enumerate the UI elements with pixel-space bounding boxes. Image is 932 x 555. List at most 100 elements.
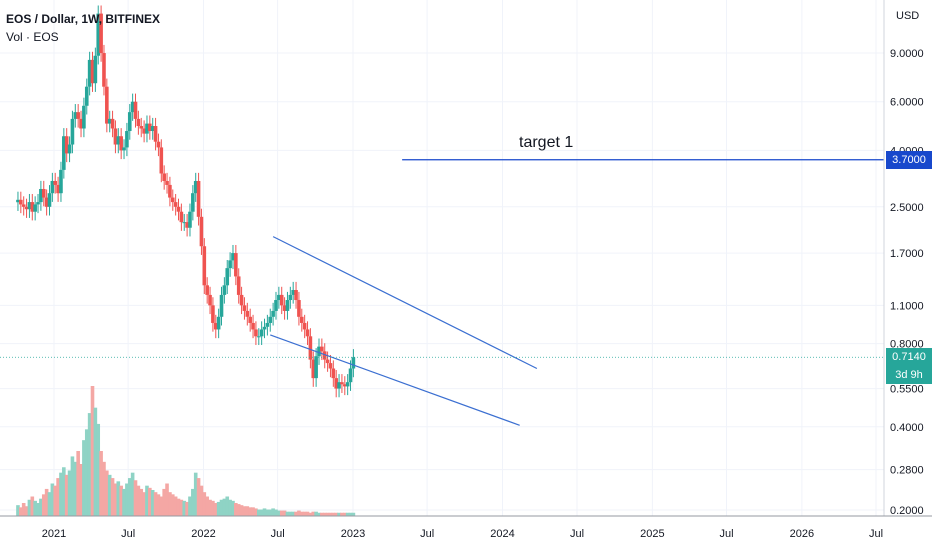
volume-bar [305, 511, 310, 516]
volume-bar [56, 478, 60, 516]
x-tick-label: Jul [121, 528, 135, 540]
candle-body [320, 346, 324, 352]
candle-body [239, 294, 244, 306]
candle-body [59, 169, 63, 194]
volume-bar [234, 503, 238, 516]
y-tick-label: 9.0000 [890, 48, 924, 60]
candle-body [213, 322, 218, 330]
volume-bar [110, 478, 115, 516]
candle-body [182, 222, 187, 224]
volume-bar [44, 488, 49, 516]
candle-body [259, 329, 264, 337]
candle-body [176, 206, 181, 212]
candle-body [208, 294, 212, 306]
candle-body [16, 199, 20, 203]
volume-bar [228, 499, 232, 516]
volume-bar [179, 499, 184, 516]
candle-body [93, 55, 98, 84]
volume-bar [148, 487, 152, 516]
candle-body [222, 285, 227, 295]
candle-body [47, 193, 52, 207]
volume-bar [33, 500, 37, 516]
volume-bar [62, 467, 66, 516]
volume-bar [30, 496, 35, 516]
candle-body [148, 123, 152, 132]
y-tick-label: 1.1000 [890, 300, 924, 312]
volume-bar [36, 503, 40, 516]
volume-bar [251, 507, 255, 516]
candle-body [130, 101, 135, 113]
candle-body [39, 188, 43, 203]
volume-bar [76, 451, 80, 516]
candle-body [33, 204, 37, 212]
volume-bar [185, 501, 189, 516]
candle-body [234, 253, 238, 277]
candle-body [116, 136, 121, 145]
candle-body [225, 268, 230, 286]
candle-body [70, 118, 75, 145]
candle-body [340, 382, 344, 385]
candle-body [262, 326, 267, 330]
volume-bar [345, 512, 350, 516]
volume-bar [127, 478, 132, 516]
candle-body [67, 144, 72, 154]
volume-bar [288, 511, 293, 516]
last-price-value: 0.7140 [892, 351, 926, 364]
candle-body [173, 202, 178, 207]
candle-body [348, 368, 353, 383]
volume-bar [216, 501, 221, 516]
candle-body [156, 141, 161, 148]
volume-bar [173, 496, 178, 516]
candle-body [265, 322, 270, 327]
volume-bar [334, 512, 338, 516]
volume-bar [142, 492, 146, 516]
candle-body [36, 202, 40, 205]
candle-body [107, 118, 112, 124]
volume-bar [168, 492, 172, 516]
volume-bar [159, 496, 164, 516]
last-price-tag: 0.7140 3d 9h [886, 348, 932, 385]
volume-bar [202, 492, 207, 516]
candle-body [328, 363, 333, 369]
volume-bar [59, 472, 63, 516]
candle-body [337, 382, 341, 389]
volume-bar [93, 407, 98, 516]
volume-bar [320, 512, 324, 516]
candle-body [308, 336, 313, 360]
symbol-title: EOS / Dollar, 1W, BITFINEX [6, 12, 161, 26]
volume-bar [107, 474, 112, 516]
candle-body [256, 336, 261, 338]
x-tick-label: Jul [271, 528, 285, 540]
candle-body [242, 305, 247, 311]
candle-body [119, 136, 123, 151]
candle-body [90, 59, 95, 84]
candle-body [202, 246, 207, 286]
target-annotation[interactable]: target 1 [519, 133, 574, 151]
candle-body [288, 294, 293, 301]
price-axis-bg [884, 0, 932, 550]
volume-bar [188, 496, 192, 516]
volume-bar [299, 511, 304, 516]
candle-body [305, 329, 310, 337]
candle-body [231, 253, 235, 261]
volume-bar [156, 494, 161, 516]
volume-bar [165, 483, 169, 516]
candle-body [168, 184, 172, 198]
volume-bar [245, 506, 250, 516]
volume-bar [47, 492, 52, 516]
volume-bar [348, 512, 353, 516]
volume-bar [150, 490, 155, 516]
volume-bar [41, 494, 46, 516]
volume-bar [193, 472, 198, 516]
volume-bar [19, 507, 23, 516]
currency-label[interactable]: USD [896, 10, 920, 22]
volume-bar [113, 483, 118, 516]
volume-label: Vol · EOS [6, 30, 59, 44]
candle-body [62, 136, 66, 170]
volume-bar [277, 510, 281, 516]
volume-bar [50, 483, 55, 516]
candle-body [236, 276, 241, 295]
candle-body [162, 173, 166, 181]
